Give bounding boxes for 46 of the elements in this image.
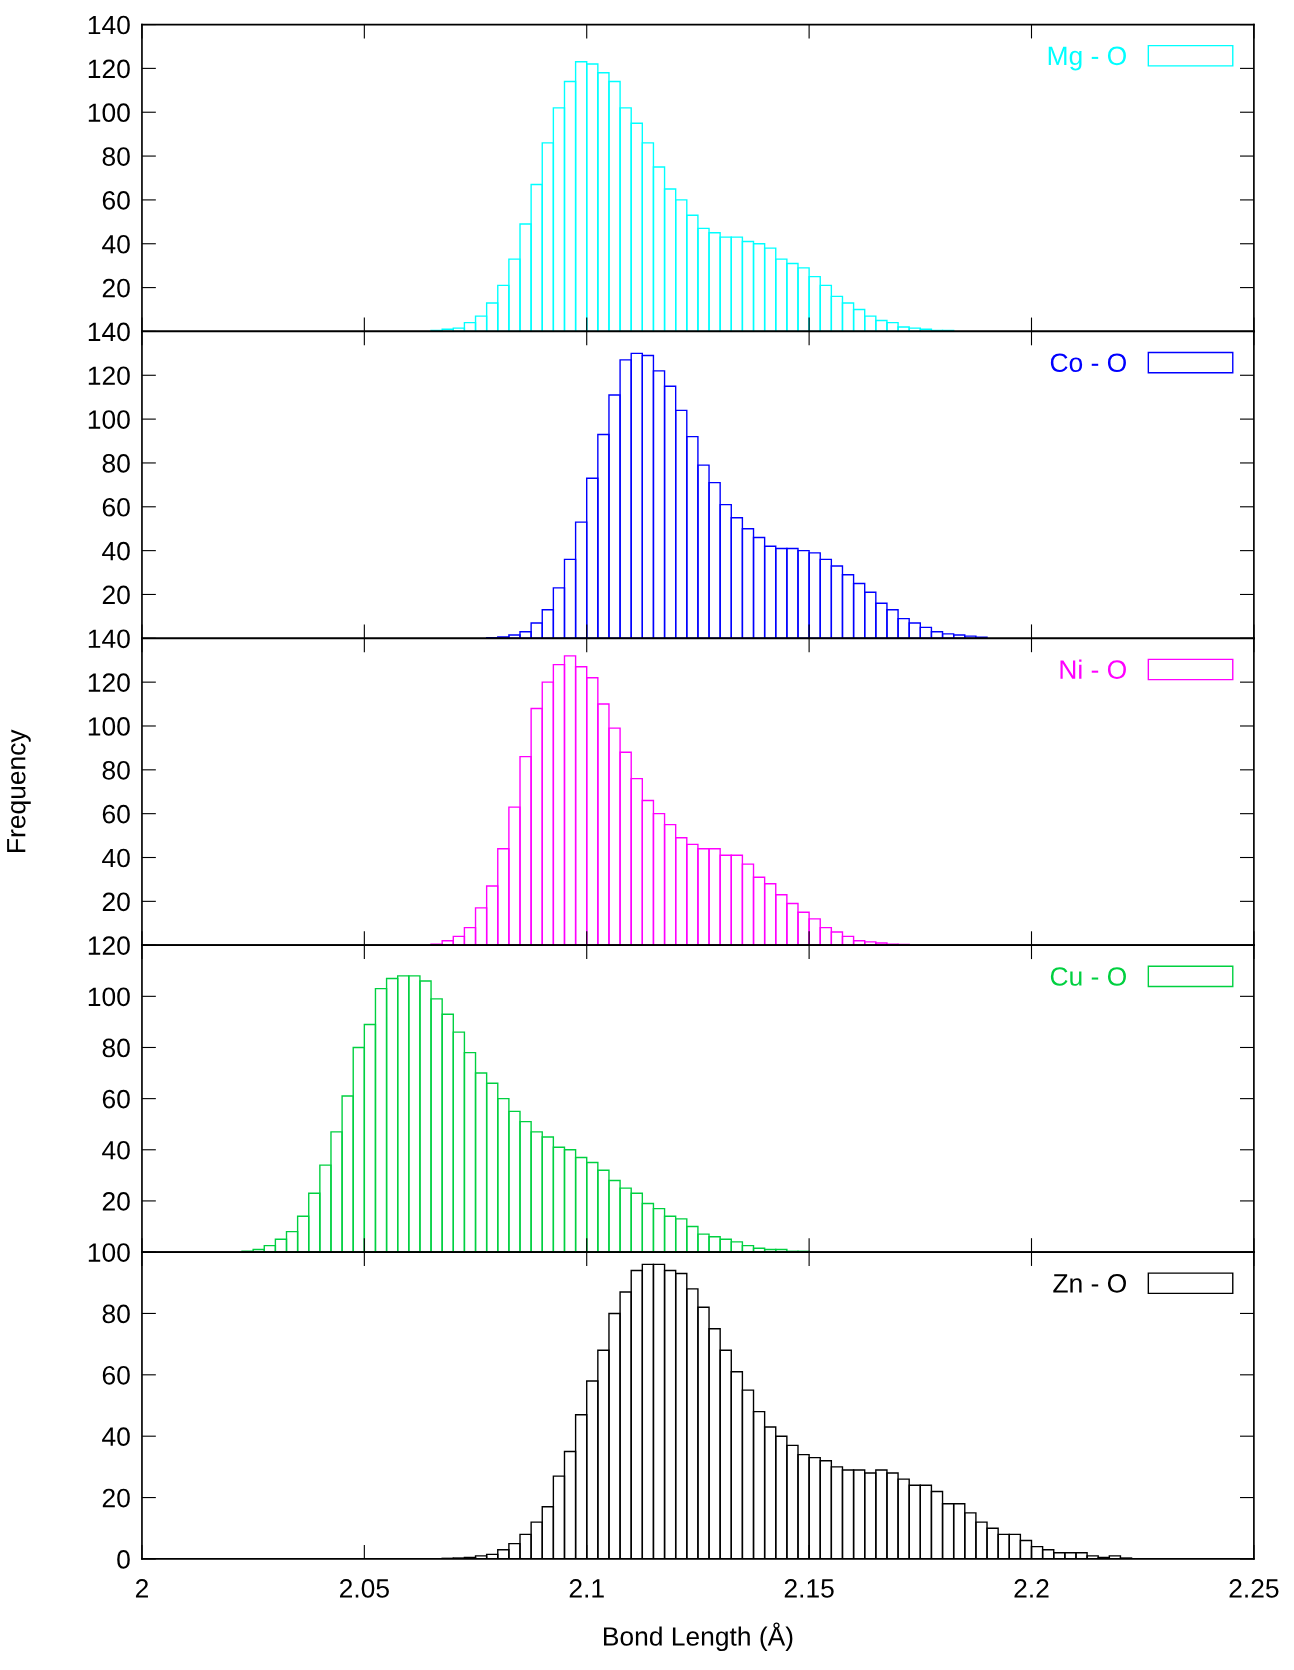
y-tick-label: 40: [102, 1427, 130, 1447]
y-tick-label: 100: [88, 717, 130, 736]
y-tick-label: 40: [102, 541, 130, 561]
x-tick-label: 2.1: [569, 1579, 604, 1598]
y-tick-label: 60: [102, 191, 130, 210]
y-tick-label: 100: [88, 103, 130, 123]
y-tick-label: 20: [102, 1488, 130, 1508]
x-tick-label: 2: [135, 1579, 148, 1598]
y-tick-label: 80: [102, 1038, 130, 1058]
y-tick-label: 140: [88, 629, 130, 649]
x-tick-label: 2.25: [1229, 1579, 1279, 1598]
y-tick-label: 80: [102, 147, 130, 166]
y-tick-label: 0: [117, 1550, 130, 1569]
legend-label: Mg - O: [1048, 46, 1126, 71]
y-tick-label: 100: [88, 410, 130, 429]
y-tick-label: 120: [88, 673, 130, 692]
legend-label: Co - O: [1050, 353, 1126, 373]
y-tick-label: 60: [102, 804, 130, 824]
y-tick-label: 120: [88, 59, 130, 79]
y-tick-label: 20: [102, 892, 130, 912]
y-tick-label: 100: [88, 987, 130, 1007]
y-tick-label: 40: [102, 1140, 130, 1160]
y-tick-label: 140: [88, 15, 130, 35]
y-tick-label: 20: [102, 1192, 130, 1211]
y-axis-title: Frequency: [7, 729, 31, 852]
y-tick-label: 120: [88, 366, 130, 386]
x-tick-label: 2.2: [1014, 1579, 1049, 1598]
x-tick-label: 2.15: [784, 1579, 834, 1598]
y-tick-label: 140: [88, 322, 130, 342]
y-tick-label: 40: [102, 848, 130, 868]
y-tick-label: 80: [102, 760, 130, 780]
y-tick-label: 20: [102, 585, 130, 605]
y-tick-label: 60: [102, 1089, 130, 1109]
legend-label: Cu - O: [1050, 967, 1126, 986]
y-tick-label: 60: [102, 1365, 130, 1385]
y-tick-label: 40: [102, 234, 130, 254]
y-tick-label: 80: [102, 454, 130, 473]
legend-label: Ni - O: [1060, 659, 1126, 679]
legend-label: Zn - O: [1053, 1274, 1126, 1293]
x-axis-title: Bond Length (Å): [604, 1622, 793, 1652]
y-tick-label: 100: [88, 1243, 130, 1262]
x-tick-label: 2.05: [339, 1579, 389, 1598]
y-tick-label: 80: [102, 1304, 130, 1324]
y-tick-label: 120: [88, 936, 130, 956]
y-tick-label: 20: [102, 278, 130, 298]
y-tick-label: 60: [102, 497, 130, 517]
